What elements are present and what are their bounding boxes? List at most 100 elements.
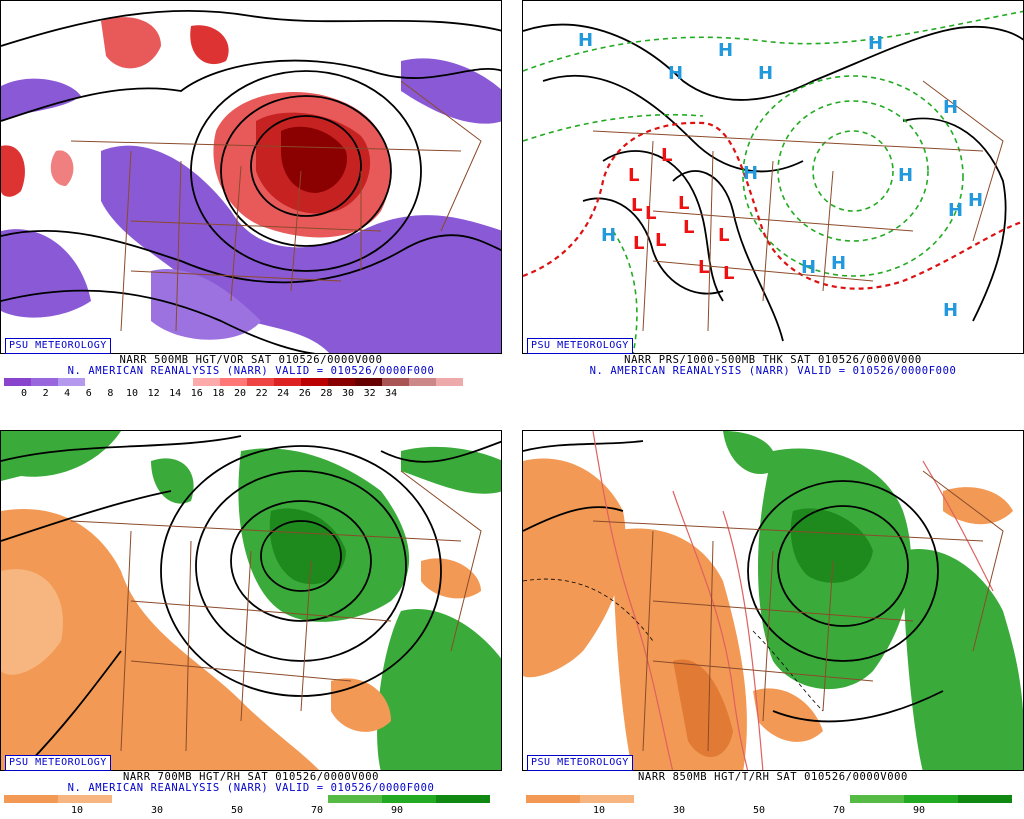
colorbar-swatch [355, 378, 382, 386]
map-700mb [0, 430, 502, 771]
rh-colorbar [4, 795, 490, 803]
colorbar-tick-label: 34 [385, 388, 398, 399]
map-850mb [522, 430, 1024, 771]
colorbar-swatch [247, 378, 274, 386]
high-symbol: H [578, 30, 593, 51]
colorbar-swatch [58, 378, 85, 386]
high-symbol: H [898, 165, 913, 186]
colorbar-tick-label: 10 [70, 805, 84, 816]
colorbar-tick-label: 18 [212, 388, 225, 399]
colorbar-swatch [526, 795, 580, 803]
colorbar-swatch [31, 378, 58, 386]
colorbar-swatch [4, 378, 31, 386]
colorbar-tick-label: 32 [363, 388, 376, 399]
panel-valid-time: N. AMERICAN REANALYSIS (NARR) VALID = 01… [67, 365, 435, 377]
colorbar-swatch [220, 378, 247, 386]
colorbar-tick-label: 50 [230, 805, 244, 816]
high-symbol: H [868, 33, 883, 54]
colorbar-swatch [436, 378, 463, 386]
colorbar-tick-label: 70 [832, 805, 846, 816]
colorbar-swatch [193, 378, 220, 386]
panel-700mb-rh: PSU METEOROLOGY NARR 700MB HGT/RH SAT 01… [0, 417, 502, 819]
low-symbol: L [633, 233, 644, 254]
colorbar-tick-label: 30 [341, 388, 355, 399]
high-symbol: H [943, 97, 958, 118]
high-symbol: H [801, 257, 816, 278]
colorbar-swatch [166, 378, 193, 386]
high-symbol: H [718, 40, 733, 61]
colorbar-swatch [301, 378, 328, 386]
colorbar-tick-label: 90 [912, 805, 926, 816]
pressure-field: H H H H H H H H H H H H H H L L L L L L [523, 1, 1023, 353]
colorbar-swatch [112, 795, 166, 803]
colorbar-tick-label: 16 [190, 388, 203, 399]
low-symbol: L [698, 257, 709, 278]
low-symbol: L [661, 145, 672, 166]
colorbar-tick-label: 30 [672, 805, 686, 816]
low-symbol: L [718, 225, 729, 246]
vorticity-colorbar [4, 378, 463, 386]
psu-meteorology-label: PSU METEOROLOGY [527, 755, 633, 771]
panel-title: NARR PRS/1000-500MB THK SAT 010526/0000V… [624, 354, 922, 366]
colorbar-tick-label: 8 [107, 388, 114, 399]
high-symbol: H [601, 225, 616, 246]
colorbar-swatch [796, 795, 850, 803]
colorbar-swatch [328, 378, 355, 386]
panel-title: NARR 850MB HGT/T/RH SAT 010526/0000V000 [638, 771, 908, 783]
colorbar-tick-label: 14 [169, 388, 182, 399]
colorbar-swatch [166, 795, 220, 803]
high-symbol: H [943, 300, 958, 321]
colorbar-tick-label: 24 [277, 388, 290, 399]
colorbar-swatch [904, 795, 958, 803]
colorbar-swatch [85, 378, 112, 386]
vorticity-colorbar-ticks: 0 2 4 6 8 10 12 14 16 18 20 22 24 26 28 30 32 34 [0, 388, 502, 400]
panel-valid-time: N. AMERICAN REANALYSIS (NARR) VALID = 01… [589, 365, 957, 377]
colorbar-tick-label: 6 [85, 388, 92, 399]
psu-meteorology-label: PSU METEOROLOGY [5, 755, 111, 771]
low-symbol: L [628, 165, 639, 186]
high-symbol: H [968, 190, 983, 211]
colorbar-tick-label: 10 [125, 388, 139, 399]
colorbar-swatch [409, 378, 436, 386]
panel-title: NARR 500MB HGT/VOR SAT 010526/0000V000 [119, 354, 383, 366]
colorbar-tick-label: 4 [64, 388, 71, 399]
vorticity-field [1, 1, 501, 353]
colorbar-tick-label: 10 [592, 805, 606, 816]
colorbar-swatch [958, 795, 1012, 803]
high-symbol: H [668, 63, 683, 84]
high-symbol: H [758, 63, 773, 84]
t-rh-field [523, 431, 1023, 770]
panel-500mb-vorticity: PSU METEOROLOGY NARR 500MB HGT/VOR SAT 0… [0, 0, 502, 402]
colorbar-swatch [112, 378, 139, 386]
psu-meteorology-label: PSU METEOROLOGY [5, 338, 111, 354]
panel-title: NARR 700MB HGT/RH SAT 010526/0000V000 [122, 771, 380, 783]
colorbar-tick-label: 50 [752, 805, 766, 816]
colorbar-tick-label: 28 [320, 388, 333, 399]
high-symbol: H [743, 163, 758, 184]
low-symbol: L [655, 230, 666, 251]
colorbar-swatch [382, 378, 409, 386]
map-pressure: H H H H H H H H H H H H H H L L L L L L [522, 0, 1024, 354]
low-symbol: L [645, 203, 656, 224]
colorbar-tick-label: 26 [298, 388, 311, 399]
colorbar-swatch [634, 795, 688, 803]
colorbar-swatch [742, 795, 796, 803]
panel-pressure-thickness: H H H H H H H H H H H H H H L L L L L L [522, 0, 1024, 402]
colorbar-swatch [850, 795, 904, 803]
panel-valid-time: N. AMERICAN REANALYSIS (NARR) VALID = 01… [67, 782, 435, 794]
colorbar-swatch [580, 795, 634, 803]
low-symbol: L [723, 263, 734, 284]
colorbar-swatch [274, 795, 328, 803]
colorbar-swatch [436, 795, 490, 803]
low-symbol: L [678, 193, 689, 214]
colorbar-tick-label: 0 [20, 388, 28, 399]
colorbar-swatch [220, 795, 274, 803]
rh-field [1, 431, 501, 770]
colorbar-tick-label: 20 [233, 388, 247, 399]
rh-colorbar [526, 795, 1012, 803]
colorbar-tick-label: 2 [42, 388, 49, 399]
colorbar-tick-label: 22 [255, 388, 268, 399]
colorbar-swatch [382, 795, 436, 803]
colorbar-swatch [4, 795, 58, 803]
colorbar-tick-label: 12 [147, 388, 160, 399]
